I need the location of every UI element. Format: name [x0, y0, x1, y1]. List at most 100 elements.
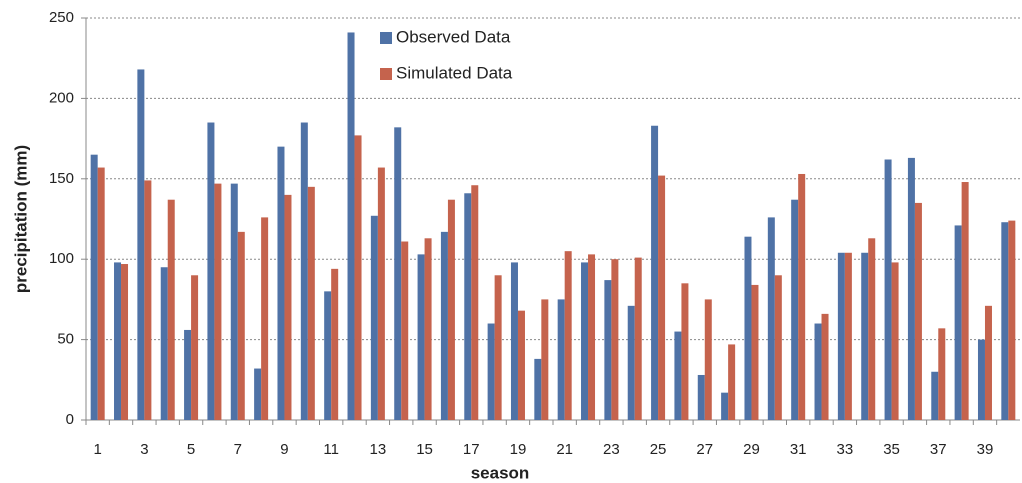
bar [541, 299, 549, 420]
x-tick-label: 39 [977, 441, 994, 458]
x-tick-label: 21 [556, 441, 573, 458]
bar [767, 217, 775, 420]
x-tick-label: 31 [790, 441, 807, 458]
bar [534, 358, 542, 420]
bar [191, 275, 199, 420]
x-tick-label: 5 [187, 441, 195, 458]
x-tick-label: 19 [510, 441, 527, 458]
bar [137, 69, 145, 421]
x-tick-label: 3 [140, 441, 148, 458]
x-tick-label: 29 [743, 441, 760, 458]
bar [914, 202, 922, 420]
y-tick-label: 50 [57, 331, 74, 348]
bar [704, 299, 712, 420]
bar [97, 167, 105, 420]
x-tick-label: 27 [696, 441, 713, 458]
bar [440, 231, 448, 420]
bar [861, 252, 869, 420]
bar [237, 231, 245, 420]
bar [277, 146, 285, 420]
bar [938, 328, 946, 420]
x-tick-label: 11 [323, 441, 339, 458]
x-tick-label: 37 [930, 441, 947, 458]
bar [517, 310, 525, 420]
legend-label: Simulated Data [396, 63, 513, 82]
bar [307, 186, 315, 420]
bar [207, 122, 215, 421]
legend-swatch [380, 68, 392, 80]
bar [611, 259, 619, 420]
bar [424, 238, 432, 420]
bar [261, 217, 269, 420]
bar [564, 251, 572, 420]
bar [160, 267, 168, 420]
bar [697, 374, 705, 420]
bar [394, 127, 402, 421]
bar [167, 199, 175, 420]
bar [464, 193, 472, 420]
x-tick-label: 1 [94, 441, 102, 458]
bar [774, 275, 782, 420]
x-tick-label: 13 [370, 441, 387, 458]
bar [447, 199, 455, 420]
x-tick-label: 35 [883, 441, 900, 458]
x-tick-label: 33 [837, 441, 854, 458]
legend-swatch [380, 32, 392, 44]
bar [254, 368, 262, 420]
bar [114, 262, 122, 420]
bar [868, 238, 876, 420]
bar [744, 236, 752, 420]
bar [417, 254, 425, 420]
bar [347, 32, 355, 421]
bar [791, 199, 799, 420]
bar [370, 215, 378, 420]
bar [214, 183, 222, 420]
bar [300, 122, 308, 421]
bar [837, 252, 845, 420]
bar [658, 175, 666, 420]
bar [931, 371, 939, 420]
bar [751, 284, 759, 420]
bar [627, 305, 635, 420]
bar [121, 264, 129, 420]
y-tick-label: 100 [49, 250, 74, 267]
bar [844, 252, 852, 420]
y-tick-label: 200 [49, 89, 74, 106]
bar [471, 185, 479, 420]
x-tick-label: 25 [650, 441, 667, 458]
bar [354, 135, 362, 420]
bar [961, 182, 969, 420]
y-tick-label: 150 [49, 170, 74, 187]
x-tick-label: 17 [463, 441, 480, 458]
bar [1001, 222, 1009, 420]
x-tick-label: 15 [416, 441, 433, 458]
bar [634, 257, 642, 420]
y-axis-title: precipitation (mm) [11, 145, 30, 293]
bar [557, 299, 565, 420]
bar [651, 125, 659, 421]
bar [324, 291, 332, 420]
bar [144, 180, 152, 420]
x-tick-label: 7 [234, 441, 242, 458]
bar [891, 262, 899, 420]
bar [907, 157, 915, 420]
bar [884, 159, 892, 420]
bar [90, 154, 98, 420]
bar [798, 173, 806, 420]
y-tick-label: 0 [66, 411, 74, 428]
bar [681, 283, 689, 420]
bar [401, 241, 409, 420]
bar [377, 167, 385, 420]
bar [184, 329, 192, 420]
bar [814, 323, 822, 420]
x-axis-title: season [471, 463, 530, 482]
bar [721, 392, 729, 420]
x-tick-label: 9 [280, 441, 288, 458]
bar [604, 280, 612, 420]
legend-label: Observed Data [396, 27, 511, 46]
bar [494, 275, 502, 420]
bar [954, 225, 962, 420]
bar [728, 344, 736, 420]
bar [510, 262, 518, 420]
